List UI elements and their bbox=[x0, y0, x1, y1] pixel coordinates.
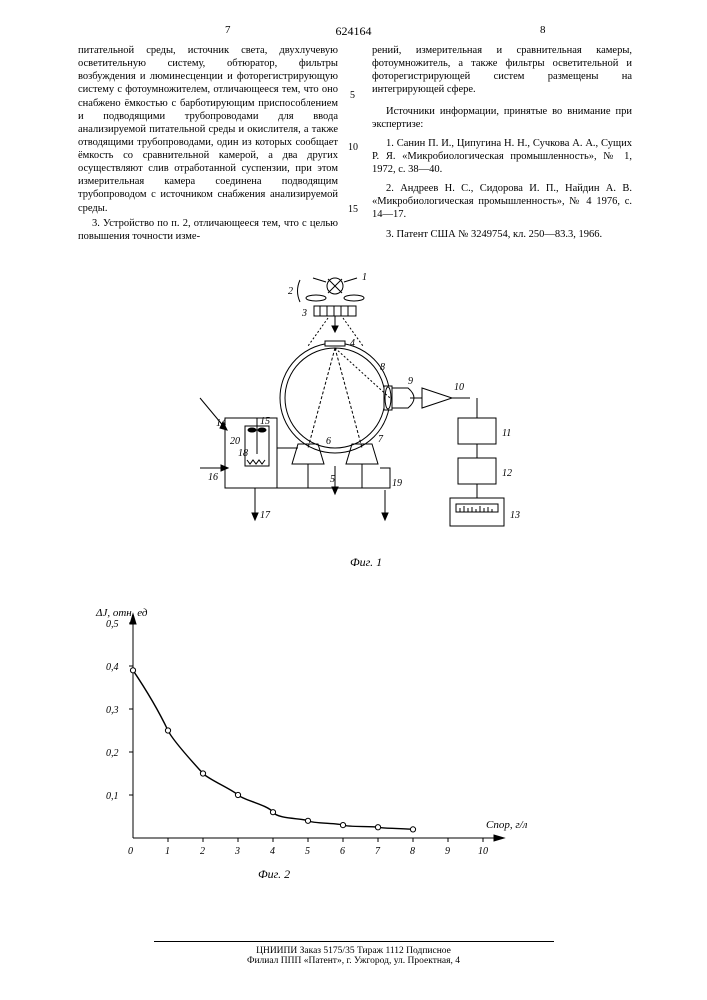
figure-1-diagram: 1 2 3 4 5 6 7 8 9 10 11 12 13 14 15 16 1… bbox=[130, 268, 590, 578]
right-text-column: рений, измерительная и сравнительная кам… bbox=[372, 44, 632, 241]
lbl-13: 13 bbox=[510, 510, 520, 521]
ref-1: 1. Санин П. И., Ципугина Н. Н., Сучкова … bbox=[372, 137, 632, 176]
lbl-18: 18 bbox=[238, 448, 248, 459]
chart-xlabel: Cпор, г/л bbox=[486, 819, 528, 831]
ref-2: 2. Андреев Н. С., Сидорова И. П., Найдин… bbox=[372, 182, 632, 221]
lbl-2: 2 bbox=[288, 286, 293, 297]
svg-text:0,3: 0,3 bbox=[106, 705, 119, 716]
svg-text:10: 10 bbox=[478, 846, 488, 857]
document-number: 624164 bbox=[336, 24, 372, 39]
svg-text:0,1: 0,1 bbox=[106, 791, 119, 802]
left-p1: питательной среды, источник света, двухл… bbox=[78, 45, 338, 214]
svg-text:1: 1 bbox=[165, 846, 170, 857]
svg-text:2: 2 bbox=[200, 846, 205, 857]
svg-text:6: 6 bbox=[340, 846, 345, 857]
svg-text:7: 7 bbox=[375, 846, 381, 857]
lbl-16: 16 bbox=[208, 472, 218, 483]
svg-text:3: 3 bbox=[234, 846, 240, 857]
lbl-7: 7 bbox=[378, 434, 384, 445]
lbl-6: 6 bbox=[326, 436, 331, 447]
fig2-caption: Фиг. 2 bbox=[258, 867, 290, 881]
page-number-left: 7 bbox=[225, 24, 231, 36]
lbl-11: 11 bbox=[502, 428, 511, 439]
lbl-20: 20 bbox=[230, 436, 240, 447]
lbl-9: 9 bbox=[408, 376, 413, 387]
footer-line2: Филиал ППП «Патент», г. Ужгород, ул. Про… bbox=[0, 956, 707, 966]
svg-text:0,5: 0,5 bbox=[106, 619, 119, 630]
svg-text:4: 4 bbox=[270, 846, 275, 857]
svg-text:8: 8 bbox=[410, 846, 415, 857]
lbl-10: 10 bbox=[454, 382, 464, 393]
svg-text:0,2: 0,2 bbox=[106, 748, 119, 759]
lbl-1: 1 bbox=[362, 272, 367, 283]
svg-text:0,4: 0,4 bbox=[106, 662, 119, 673]
figure-2-chart: 0,1 0,2 0,3 0,4 0,5 0 1 2 3 4 5 6 7 8 9 … bbox=[78, 600, 538, 900]
page-number-right: 8 bbox=[540, 24, 546, 36]
fig1-caption: Фиг. 1 bbox=[350, 555, 382, 569]
line-mark-5: 5 bbox=[350, 90, 355, 101]
lbl-14: 14 bbox=[216, 418, 226, 429]
lbl-5: 5 bbox=[330, 474, 335, 485]
svg-text:0: 0 bbox=[128, 846, 133, 857]
svg-text:9: 9 bbox=[445, 846, 450, 857]
line-mark-15: 15 bbox=[348, 204, 358, 215]
lbl-8: 8 bbox=[380, 362, 385, 373]
line-mark-10: 10 bbox=[348, 142, 358, 153]
lbl-15: 15 bbox=[260, 416, 270, 427]
right-p1: рений, измерительная и сравнительная кам… bbox=[372, 45, 632, 95]
sources-title: Источники информации, принятые во вниман… bbox=[372, 105, 632, 131]
left-text-column: питательной среды, источник света, двухл… bbox=[78, 44, 338, 243]
left-p2: 3. Устройство по п. 2, отличающееся тем,… bbox=[78, 217, 338, 243]
chart-ylabel: ΔJ, отн. ед bbox=[95, 607, 148, 619]
lbl-17: 17 bbox=[260, 510, 271, 521]
lbl-3: 3 bbox=[301, 308, 307, 319]
svg-text:5: 5 bbox=[305, 846, 310, 857]
footer-line1: ЦНИИПИ Заказ 5175/35 Тираж 1112 Подписно… bbox=[0, 946, 707, 956]
footer: ЦНИИПИ Заказ 5175/35 Тираж 1112 Подписно… bbox=[0, 941, 707, 966]
ref-3: 3. Патент США № 3249754, кл. 250—83.3, 1… bbox=[372, 228, 602, 241]
lbl-12: 12 bbox=[502, 468, 512, 479]
lbl-19: 19 bbox=[392, 478, 402, 489]
lbl-4: 4 bbox=[350, 338, 355, 349]
